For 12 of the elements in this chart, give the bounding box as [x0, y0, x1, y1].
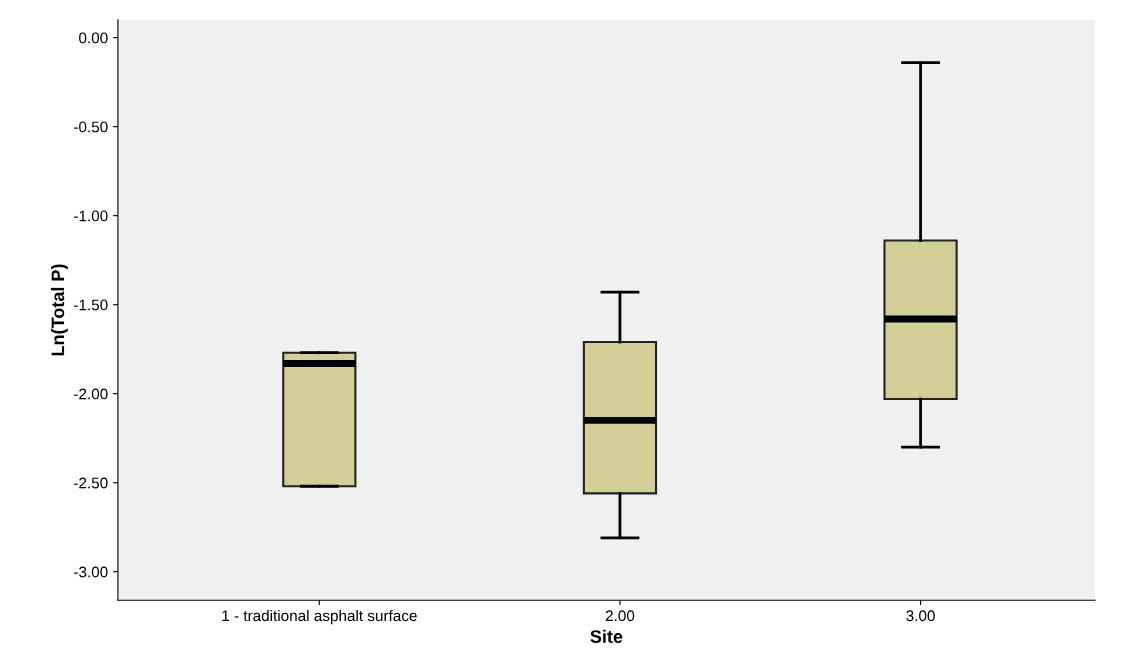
y-tick-label: 0.00 — [79, 32, 108, 44]
y-tick-label: -1.00 — [74, 210, 108, 222]
y-tick-label: -2.00 — [74, 388, 108, 400]
y-tick-label: -0.50 — [74, 121, 108, 133]
x-tick-label: 2.00 — [605, 610, 635, 622]
y-tick-label: -3.00 — [74, 566, 108, 578]
y-tick-label: -1.50 — [74, 299, 108, 311]
x-axis-title: Site — [590, 629, 623, 643]
y-axis-title: Ln(Total P) — [50, 264, 68, 356]
x-tick-label: 3.00 — [906, 610, 935, 622]
y-tick-label: -2.50 — [74, 477, 108, 489]
x-tick-label: 1 - traditional asphalt surface — [222, 609, 417, 625]
